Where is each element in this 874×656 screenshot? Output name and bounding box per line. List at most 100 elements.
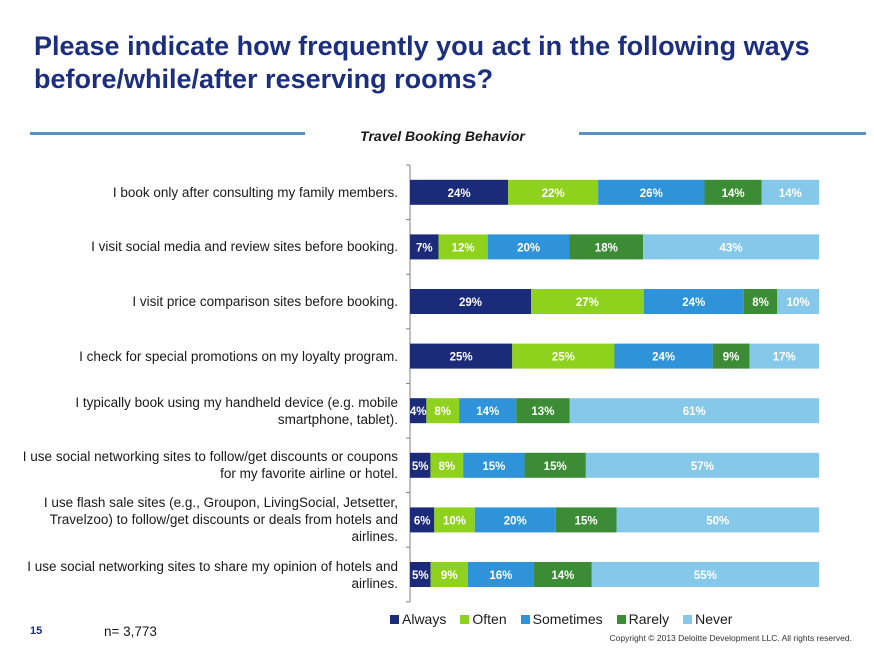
bar-segment (569, 234, 644, 260)
bar-segment (410, 507, 435, 533)
bar-segment (434, 507, 475, 533)
data-label: 43% (720, 242, 743, 254)
legend-item: Always (390, 611, 446, 627)
bar-segment (438, 234, 488, 260)
bar-segment (410, 343, 513, 369)
bar-segment (614, 343, 713, 369)
category-label: I typically book using my handheld devic… (75, 394, 398, 427)
bar-segment (743, 289, 778, 314)
category-label: I visit social media and review sites be… (91, 239, 398, 255)
data-label: 15% (575, 515, 598, 527)
bar-segment (467, 562, 534, 587)
bar-segment (410, 562, 431, 587)
bar-segment (643, 234, 819, 260)
category-label: I book only after consulting my family m… (112, 184, 398, 200)
bar-segment (616, 507, 819, 533)
bar-segment (430, 452, 464, 478)
legend-item: Sometimes (520, 611, 603, 627)
bar-segment (712, 343, 750, 369)
data-label: 14% (476, 406, 499, 418)
data-label: 55% (694, 570, 717, 582)
category-label: I check for special promotions on my loy… (79, 348, 398, 364)
bar-segment (591, 562, 819, 587)
data-label: 24% (652, 352, 675, 364)
data-label: 24% (682, 297, 705, 309)
category-label: I use social networking sites to share m… (27, 558, 398, 591)
bar-segment (410, 398, 427, 424)
bar-segment (555, 507, 617, 533)
legend-swatch (616, 614, 626, 624)
bar-segment (508, 179, 599, 205)
bar-segment (410, 234, 439, 260)
data-label: 9% (723, 352, 740, 364)
chart-title: Travel Booking Behavior (360, 128, 525, 144)
bar-segment (598, 179, 705, 205)
legend-label: Rarely (628, 611, 670, 627)
data-label: 25% (450, 352, 473, 364)
data-label: 9% (441, 570, 458, 582)
sample-size: n= 3,773 (104, 624, 157, 639)
data-label: 13% (531, 406, 554, 418)
bar-segment (761, 179, 819, 205)
legend-item: Rarely (616, 611, 670, 627)
data-label: 20% (517, 242, 540, 254)
legend-item: Often (460, 611, 507, 627)
bar-segment (704, 179, 762, 205)
data-label: 14% (722, 188, 745, 200)
legend-label: Sometimes (532, 611, 603, 627)
page-title: Please indicate how frequently you act i… (34, 31, 810, 94)
bar-segment (430, 562, 468, 587)
bar-segment (585, 452, 819, 478)
bar-segment (459, 398, 517, 424)
bar-segment (643, 289, 744, 314)
bar-segment (569, 398, 819, 424)
bar-segment (474, 507, 556, 533)
bar-segment (516, 398, 570, 424)
data-label: 10% (787, 297, 810, 309)
data-label: 22% (542, 188, 565, 200)
data-label: 5% (412, 461, 429, 473)
title-rule-left (30, 132, 305, 135)
data-label: 15% (544, 461, 567, 473)
data-label: 8% (752, 297, 769, 309)
data-label: 57% (691, 461, 714, 473)
legend-label: Never (695, 611, 733, 627)
data-label: 29% (459, 297, 482, 309)
legend-swatch (683, 614, 693, 624)
data-label: 50% (706, 515, 729, 527)
bar-segment (524, 452, 586, 478)
category-label: I visit price comparison sites before bo… (132, 294, 398, 309)
legend-swatch (390, 614, 399, 624)
bar-segment (749, 343, 819, 369)
data-label: 26% (640, 188, 663, 200)
data-label: 16% (489, 570, 512, 582)
data-label: 5% (412, 570, 429, 582)
data-label: 10% (443, 515, 466, 527)
data-label: 18% (595, 242, 618, 254)
copyright-notice: Copyright © 2013 Deloitte Development LL… (609, 633, 853, 643)
bar-segment (410, 289, 532, 314)
data-label: 8% (434, 406, 451, 418)
data-label: 17% (773, 352, 796, 364)
bar-segment (777, 289, 819, 314)
legend-swatch (460, 614, 470, 624)
bar-segment (512, 343, 615, 369)
page-number: 15 (30, 625, 43, 637)
legend: Always Often Sometimes Rarely Never (390, 611, 732, 627)
legend-label: Often (472, 611, 507, 627)
bar-segment (531, 289, 644, 314)
bar-segment (410, 452, 431, 478)
bar-segment (533, 562, 592, 587)
data-label: 7% (416, 242, 433, 254)
data-label: 4% (410, 406, 427, 418)
legend-label: Always (402, 611, 447, 627)
data-label: 61% (683, 406, 706, 418)
legend-item: Never (683, 611, 732, 627)
data-label: 25% (552, 352, 575, 364)
bar-segment (410, 179, 509, 205)
category-label: I use flash sale sites (e.g., Groupon, L… (43, 495, 398, 545)
data-label: 14% (551, 570, 574, 582)
title-rule-right (579, 132, 866, 135)
data-label: 20% (504, 515, 527, 527)
